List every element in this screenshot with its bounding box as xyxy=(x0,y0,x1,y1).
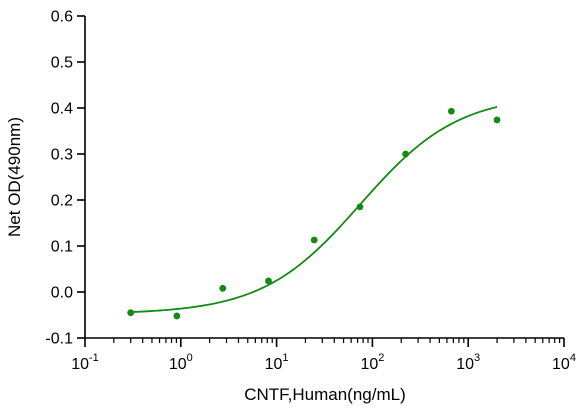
fit-curve xyxy=(130,106,498,313)
data-point xyxy=(265,277,272,285)
data-point xyxy=(173,312,181,320)
fit-curve-layer xyxy=(130,106,498,313)
x-tick-label-base: 10 xyxy=(360,356,378,373)
x-tick-label-exponent: 4 xyxy=(570,352,576,364)
x-tick-label-base: 10 xyxy=(265,356,283,373)
x-axis-label: CNTF,Human(ng/mL) xyxy=(244,385,406,404)
x-tick-label: 100 xyxy=(169,352,193,373)
data-point xyxy=(493,116,501,124)
x-tick-label-base: 10 xyxy=(71,356,89,373)
x-tick-label-exponent: 0 xyxy=(187,352,193,364)
y-tick-label: 0.1 xyxy=(51,239,73,256)
x-tick-label: 102 xyxy=(360,352,384,373)
y-tick-label: 0.2 xyxy=(51,193,73,210)
x-tick-label-base: 10 xyxy=(169,356,187,373)
x-tick-label-base: 10 xyxy=(552,356,570,373)
y-tick-label: 0.3 xyxy=(51,147,73,164)
x-tick-label: 103 xyxy=(456,352,480,373)
x-tick-label-exponent: 3 xyxy=(474,352,480,364)
data-point xyxy=(447,107,455,115)
y-tick-label: 0.4 xyxy=(51,101,73,118)
data-point xyxy=(310,236,318,244)
x-tick-label-base: 10 xyxy=(456,356,474,373)
x-tick-label: 104 xyxy=(552,352,576,373)
data-point xyxy=(402,150,409,158)
x-tick-label-exponent: 2 xyxy=(378,352,384,364)
x-tick-label: 10-1 xyxy=(71,352,99,373)
y-tick-label: 0.5 xyxy=(51,55,73,72)
data-points-layer xyxy=(127,107,501,320)
data-point xyxy=(356,203,364,211)
y-tick-label: 0.0 xyxy=(51,285,73,302)
data-point xyxy=(127,309,135,317)
y-tick-label: 0.6 xyxy=(51,9,73,26)
x-tick-label-exponent: 1 xyxy=(282,352,288,364)
y-tick-label: -0.1 xyxy=(45,331,73,348)
y-axis-label: Net OD(490nm) xyxy=(5,117,24,237)
data-point xyxy=(219,284,227,292)
x-tick-label-exponent: -1 xyxy=(89,352,99,364)
axes: -0.10.00.10.20.30.40.50.610-1 100 101 102 10… xyxy=(45,9,576,374)
x-tick-label: 101 xyxy=(265,352,289,373)
